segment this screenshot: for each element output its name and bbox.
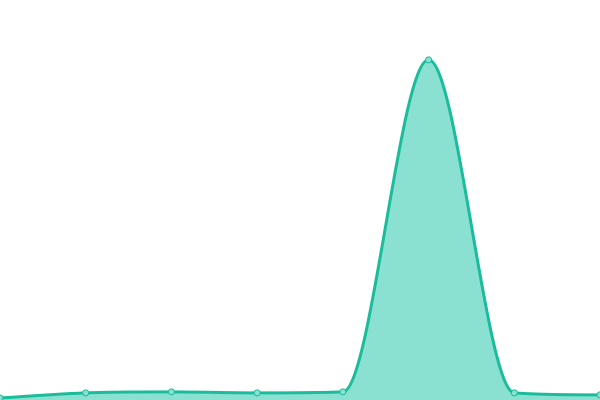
data-point — [253, 389, 261, 397]
area-fill — [0, 59, 600, 400]
data-point — [425, 56, 433, 64]
data-points — [0, 56, 600, 400]
data-point — [596, 391, 600, 399]
data-point — [339, 388, 347, 396]
data-point — [0, 394, 4, 400]
series-line — [0, 58, 600, 400]
data-point — [167, 388, 175, 396]
data-point — [82, 389, 90, 397]
data-point — [510, 389, 518, 397]
